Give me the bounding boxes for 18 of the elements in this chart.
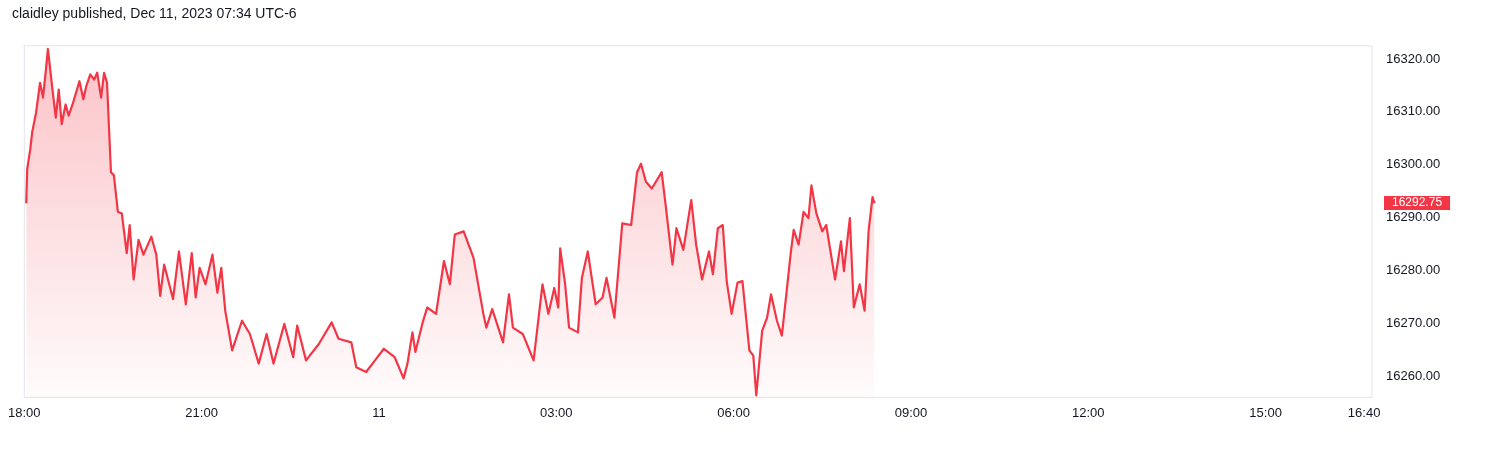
x-tick-label: 12:00	[1071, 404, 1105, 420]
x-tick-label: 11	[372, 404, 386, 420]
y-tick-label: 16320.00	[1386, 50, 1441, 66]
x-tick-label: 21:00	[185, 404, 218, 420]
y-tick-label: 16260.00	[1386, 367, 1441, 383]
y-tick-label: 16270.00	[1386, 314, 1441, 330]
text: 16292.75	[1392, 195, 1443, 210]
x-tick-label: 03:00	[539, 404, 573, 420]
y-tick-label: 16310.00	[1386, 103, 1441, 119]
x-tick-label: 16:40	[1347, 404, 1381, 420]
y-tick-label: 16280.00	[1386, 262, 1441, 278]
x-tick-label: 18:00	[7, 404, 41, 420]
x-tick-label: 15:00	[1249, 404, 1282, 420]
y-tick-label: 16290.00	[1386, 209, 1441, 225]
chart-title: claidley published, Dec 11, 2023 07:34 UTC-6	[12, 5, 297, 21]
y-tick-label: 16300.00	[1386, 156, 1441, 172]
x-tick-label: 06:00	[717, 404, 750, 420]
x-tick-label: 09:00	[894, 404, 928, 420]
